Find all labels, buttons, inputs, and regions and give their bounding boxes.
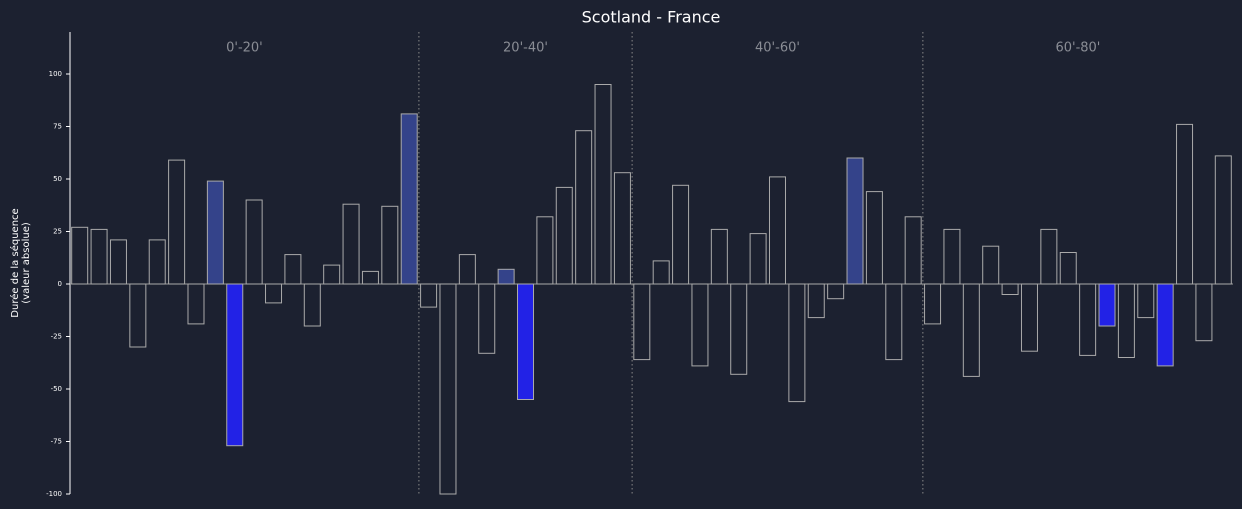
bar: [1020, 283, 1038, 352]
bar: [962, 283, 980, 377]
bar: [148, 239, 166, 285]
bar: [71, 226, 89, 285]
bar: [768, 176, 786, 285]
bar: [497, 268, 515, 285]
bar: [1079, 283, 1097, 356]
bar: [400, 113, 418, 285]
bar: [904, 216, 922, 285]
bar: [807, 283, 825, 319]
bar: [943, 228, 961, 285]
bar: [226, 283, 244, 447]
bar: [575, 130, 593, 285]
bar: [303, 283, 321, 327]
bar: [749, 233, 767, 285]
bar: [517, 283, 535, 400]
y-tick-label: 25: [53, 228, 62, 236]
bar: [187, 283, 205, 325]
bar: [458, 254, 476, 285]
bar: [1059, 252, 1077, 285]
bar: [1001, 283, 1019, 295]
bar: [1040, 228, 1058, 285]
chart-title: Scotland - France: [582, 8, 721, 27]
bar: [342, 203, 360, 285]
bar: [672, 184, 690, 285]
bar: [265, 283, 283, 304]
bar: [284, 254, 302, 285]
y-tick-label: -100: [46, 490, 62, 498]
bar: [710, 228, 728, 285]
bar: [478, 283, 496, 354]
bar: [555, 186, 573, 285]
y-tick-label: -75: [51, 438, 62, 446]
bar: [885, 283, 903, 361]
bar: [361, 270, 379, 285]
period-label: 60'-80': [1055, 41, 1100, 56]
y-tick-label: 75: [53, 123, 62, 131]
bar: [1098, 283, 1116, 327]
bar: [1214, 155, 1232, 285]
bar: [381, 205, 399, 285]
bar: [439, 283, 457, 495]
bar: [924, 283, 942, 325]
bar: [1176, 123, 1194, 285]
bar: [109, 239, 127, 285]
bar: [865, 191, 883, 285]
y-tick-label: -50: [51, 385, 62, 393]
y-tick-label: 50: [53, 175, 62, 183]
y-tick-label: 0: [58, 280, 62, 288]
bar: [1137, 283, 1155, 319]
bar: [206, 180, 224, 285]
y-axis-label: (valeur absolue): [21, 222, 32, 304]
period-label: 40'-60': [755, 41, 800, 56]
bar: [691, 283, 709, 367]
bar: [652, 260, 670, 285]
bar: [846, 157, 864, 285]
y-axis-label: Durée de la séquence: [9, 208, 21, 317]
bar: [323, 264, 341, 285]
bar: [730, 283, 748, 375]
bar: [168, 159, 186, 285]
bar: [1156, 283, 1174, 367]
bar: [613, 172, 631, 285]
period-label: 20'-40': [503, 41, 548, 56]
period-label: 0'-20': [226, 41, 263, 56]
bar: [788, 283, 806, 403]
bar: [633, 283, 651, 361]
bar: [594, 84, 612, 285]
bar: [420, 283, 438, 308]
bar: [1117, 283, 1135, 358]
y-tick-label: 100: [49, 70, 62, 78]
bar: [90, 228, 108, 285]
bar: [245, 199, 263, 285]
bar: [982, 245, 1000, 285]
bar: [536, 216, 554, 285]
bar: [1195, 283, 1213, 342]
bar: [129, 283, 147, 348]
bar: [827, 283, 845, 300]
y-tick-label: -25: [51, 333, 62, 341]
